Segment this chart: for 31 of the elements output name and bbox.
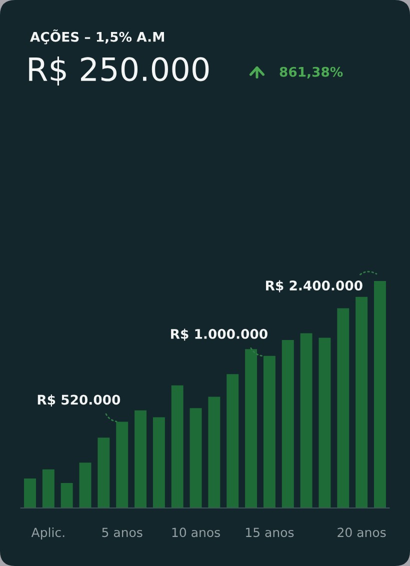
bar	[190, 408, 202, 508]
x-tick-label: Aplic.	[31, 527, 64, 540]
bar	[337, 308, 350, 508]
chart-title: AÇÕES – 1,5% A.M	[30, 29, 164, 44]
chart-subtitle: R$ 250.000	[29, 56, 209, 86]
x-tick-label: 15 anos	[246, 528, 294, 538]
bar	[263, 356, 276, 508]
bar	[300, 333, 312, 508]
bar	[152, 417, 165, 508]
bar	[374, 281, 386, 508]
text: 861,38%	[280, 66, 343, 79]
annotation: R$ 520.000	[38, 394, 120, 406]
bar	[60, 483, 73, 508]
annotation: R$ 1.000.000	[171, 328, 268, 341]
bar	[356, 296, 368, 508]
bar	[134, 410, 147, 508]
bar	[42, 469, 54, 508]
x-tick-label: 20 anos	[338, 528, 386, 538]
x-tick-label: 5 anos	[102, 528, 142, 538]
bar	[245, 349, 258, 508]
x-tick-label: 10 anos	[172, 528, 220, 538]
bar	[24, 478, 36, 508]
bar	[226, 374, 239, 508]
bar	[171, 385, 184, 508]
bar	[208, 396, 220, 508]
bar	[116, 422, 128, 508]
bar	[79, 462, 92, 508]
bar	[318, 338, 331, 508]
bar	[98, 438, 110, 508]
bar	[282, 340, 294, 508]
annotation: R$ 2.400.000	[266, 280, 362, 292]
